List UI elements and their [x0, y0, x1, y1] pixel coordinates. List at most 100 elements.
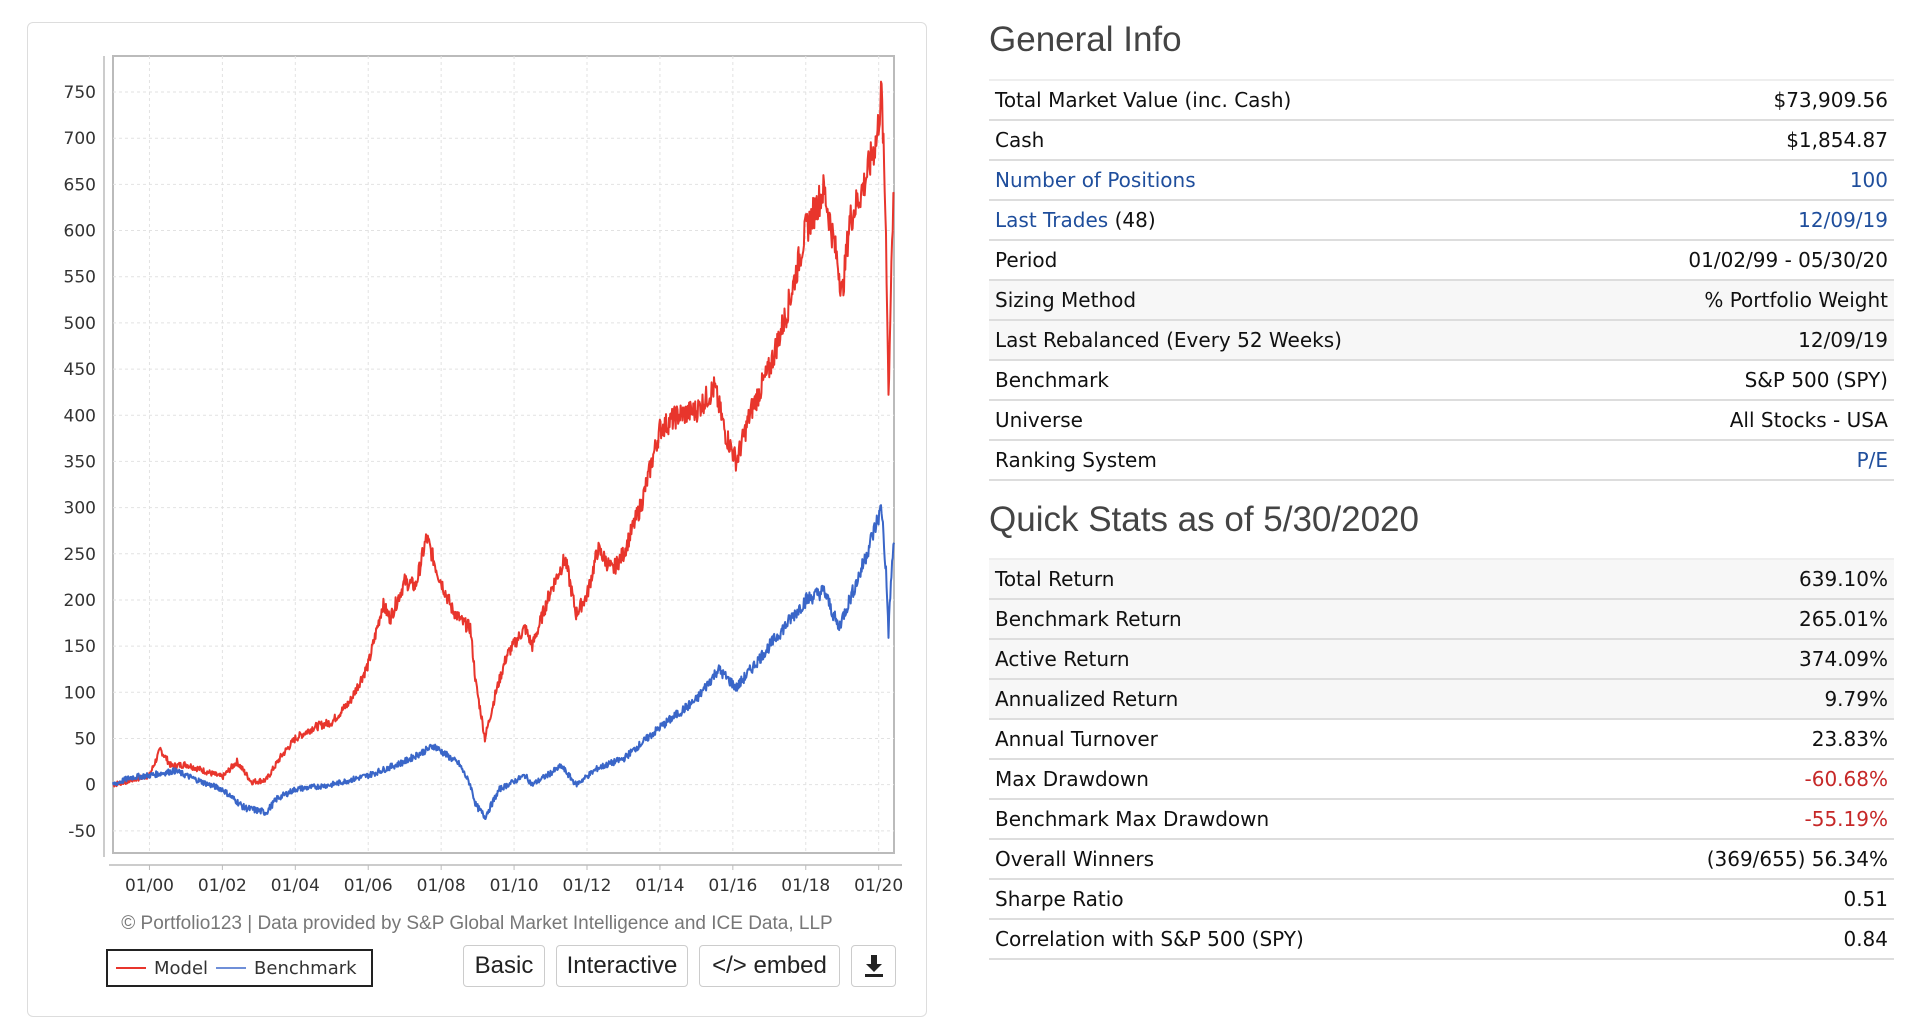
- table-row: Sizing Method% Portfolio Weight: [989, 280, 1894, 321]
- chart-copyright: © Portfolio123 | Data provided by S&P Gl…: [121, 913, 833, 934]
- x-tick-label: 01/12: [562, 876, 611, 896]
- row-label: Benchmark: [989, 360, 1559, 401]
- row-value: 23.83%: [1553, 719, 1894, 760]
- row-value: -55.19%: [1553, 799, 1894, 840]
- x-tick-label: 01/16: [708, 876, 757, 896]
- y-tick-label: 50: [74, 729, 96, 749]
- general-info-title: General Info: [989, 20, 1182, 59]
- y-tick-label: 400: [64, 406, 96, 426]
- y-tick-label: 350: [64, 452, 96, 472]
- x-tick-label: 01/04: [271, 876, 320, 896]
- benchmark-legend-swatch: [216, 967, 247, 969]
- row-value: 265.01%: [1553, 599, 1894, 640]
- y-tick-label: 0: [85, 776, 96, 796]
- row-value: 9.79%: [1553, 679, 1894, 720]
- chart-card: [27, 22, 927, 1017]
- row-value: S&P 500 (SPY): [1558, 360, 1894, 401]
- row-label: Annual Turnover: [989, 719, 1554, 760]
- table-row: Number of Positions 100: [989, 160, 1894, 201]
- y-tick-label: 750: [64, 83, 96, 103]
- y-tick-label: 150: [64, 637, 96, 657]
- y-tick-label: 250: [64, 545, 96, 565]
- row-label: Cash: [989, 120, 1559, 161]
- y-tick-label: 700: [64, 129, 96, 149]
- table-row: Overall Winners (369/655) 56.34%: [989, 839, 1894, 880]
- row-value: $73,909.56: [1558, 80, 1894, 121]
- last-trades-date-link[interactable]: 12/09/19: [1798, 208, 1888, 232]
- y-tick-label: 650: [64, 175, 96, 195]
- row-value: -60.68%: [1553, 759, 1894, 800]
- series-line-benchmark: [112, 504, 895, 820]
- last-trades-count: (48): [1114, 208, 1156, 232]
- row-label: Sizing Method: [989, 280, 1559, 321]
- row-label: Correlation with S&P 500 (SPY): [989, 919, 1554, 960]
- y-tick-label: -50: [68, 822, 96, 842]
- series-line-model: [112, 80, 895, 788]
- table-row: Correlation with S&P 500 (SPY) 0.84: [989, 919, 1894, 960]
- table-row: Ranking System P/E: [989, 440, 1894, 481]
- row-value: All Stocks - USA: [1558, 400, 1894, 441]
- row-label: Max Drawdown: [989, 759, 1554, 800]
- positions-count-link[interactable]: 100: [1849, 168, 1888, 192]
- table-row: Sharpe Ratio 0.51: [989, 879, 1894, 920]
- general-info-table: Total Market Value (inc. Cash) $73,909.56…: [989, 79, 1894, 481]
- x-tick-label: 01/02: [198, 876, 247, 896]
- quick-stats-table: Total Return 639.10% Benchmark Return 265.…: [989, 558, 1894, 960]
- row-value: % Portfolio Weight: [1558, 280, 1894, 321]
- row-value: 12/09/19: [1558, 320, 1894, 361]
- ranking-system-link[interactable]: P/E: [1856, 448, 1888, 472]
- x-tick-label: 01/20: [854, 876, 903, 896]
- x-tick-label: 01/08: [417, 876, 466, 896]
- y-tick-label: 100: [64, 683, 96, 703]
- row-label: Benchmark Max Drawdown: [989, 799, 1554, 840]
- chart-legend: Model Benchmark: [106, 949, 373, 987]
- row-value: 639.10%: [1553, 559, 1894, 600]
- table-row: Total Return 639.10%: [989, 559, 1894, 600]
- legend-benchmark: Benchmark: [254, 957, 357, 979]
- table-row: Annual Turnover 23.83%: [989, 719, 1894, 760]
- table-row: Active Return 374.09%: [989, 639, 1894, 680]
- last-trades-link[interactable]: Last Trades: [995, 208, 1109, 232]
- x-tick-label: 01/06: [344, 876, 393, 896]
- row-label: Total Market Value (inc. Cash): [989, 80, 1559, 121]
- performance-chart: -50 0 50 100 150 200 250 300 350 400 450 500 550 600 6…: [64, 55, 903, 896]
- download-icon: [864, 955, 883, 977]
- basic-button[interactable]: Basic: [463, 945, 545, 987]
- number-of-positions-link[interactable]: Number of Positions: [995, 168, 1196, 192]
- table-row: Benchmark Max Drawdown -55.19%: [989, 799, 1894, 840]
- x-tick-label: 01/14: [635, 876, 684, 896]
- row-label: Total Return: [989, 559, 1554, 600]
- x-tick-label: 01/00: [125, 876, 174, 896]
- table-row: Universe All Stocks - USA: [989, 400, 1894, 441]
- interactive-button[interactable]: Interactive: [556, 945, 688, 987]
- y-tick-label: 500: [64, 314, 96, 334]
- row-label: Active Return: [989, 639, 1554, 680]
- y-tick-label: 200: [64, 591, 96, 611]
- plot-area: [112, 55, 895, 854]
- table-row: Benchmark Return 265.01%: [989, 599, 1894, 640]
- row-label: Sharpe Ratio: [989, 879, 1554, 920]
- table-row: Total Market Value (inc. Cash) $73,909.56: [989, 80, 1894, 121]
- x-tick-label: 01/10: [490, 876, 539, 896]
- y-tick-label: 550: [64, 268, 96, 288]
- x-tick-label: 01/18: [781, 876, 830, 896]
- table-row: Annualized Return 9.79%: [989, 679, 1894, 720]
- y-tick-label: 450: [64, 360, 96, 380]
- y-tick-label: 300: [64, 499, 96, 519]
- y-tick-label: 600: [64, 222, 96, 242]
- row-value: $1,854.87: [1558, 120, 1894, 161]
- row-value: 01/02/99 - 05/30/20: [1558, 240, 1894, 281]
- model-legend-swatch: [116, 967, 146, 969]
- download-button[interactable]: [851, 945, 896, 987]
- row-value: 0.51: [1553, 879, 1894, 920]
- row-value: 0.84: [1553, 919, 1894, 960]
- row-value: (369/655) 56.34%: [1553, 839, 1894, 880]
- table-row: Period 01/02/99 - 05/30/20: [989, 240, 1894, 281]
- table-row: Last Rebalanced (Every 52 Weeks) 12/09/19: [989, 320, 1894, 361]
- embed-button[interactable]: </> embed: [699, 945, 840, 987]
- table-row: Max Drawdown -60.68%: [989, 759, 1894, 800]
- row-label: Annualized Return: [989, 679, 1554, 720]
- row-label: Ranking System: [989, 440, 1559, 481]
- row-label: Last Rebalanced (Every 52 Weeks): [989, 320, 1559, 361]
- table-row: Last Trades (48) 12/09/19: [989, 200, 1894, 241]
